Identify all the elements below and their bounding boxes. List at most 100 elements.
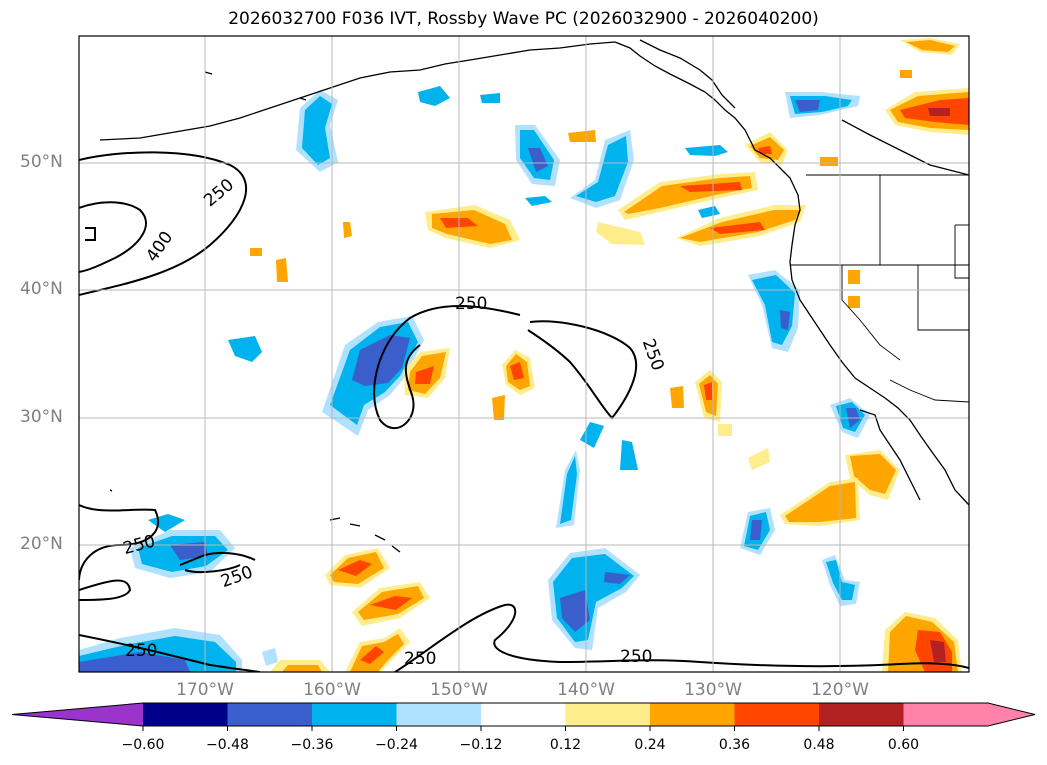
negative-anomaly bbox=[698, 206, 720, 218]
contour-label: 250 bbox=[638, 336, 668, 373]
positive-anomaly bbox=[670, 386, 684, 408]
negative-anomaly bbox=[480, 93, 500, 103]
contour-label: 250 bbox=[125, 641, 157, 661]
lon-label-120w: 120°W bbox=[811, 680, 869, 700]
colorbar-tick-label: −0.48 bbox=[206, 737, 249, 753]
lon-label-160w: 160°W bbox=[303, 680, 361, 700]
positive-anomaly bbox=[250, 248, 262, 256]
ivt-anomaly-shading bbox=[79, 38, 969, 672]
negative-anomaly bbox=[580, 422, 604, 448]
negative-anomaly bbox=[780, 310, 790, 330]
gridlines bbox=[79, 36, 969, 672]
positive-anomaly bbox=[282, 665, 322, 672]
colorbar-segment bbox=[819, 703, 904, 726]
positive-anomaly bbox=[930, 640, 946, 662]
colorbar-tick-label: −0.60 bbox=[121, 737, 165, 753]
positive-anomaly bbox=[510, 362, 524, 380]
positive-anomaly bbox=[596, 222, 645, 245]
positive-anomaly bbox=[906, 40, 955, 52]
negative-anomaly bbox=[352, 335, 410, 386]
positive-anomaly bbox=[758, 146, 772, 154]
positive-anomaly bbox=[850, 454, 896, 494]
colorbar-segment bbox=[565, 703, 651, 726]
colorbar-segment bbox=[734, 703, 820, 726]
lat-label-40n: 40°N bbox=[20, 279, 63, 299]
contour-label: 250 bbox=[455, 294, 487, 314]
negative-anomaly bbox=[604, 572, 630, 584]
map-frame bbox=[78, 35, 970, 673]
contour-label: 400 bbox=[142, 228, 177, 266]
negative-anomaly bbox=[795, 100, 820, 112]
contour-label: 250 bbox=[200, 175, 238, 211]
negative-anomaly bbox=[262, 648, 278, 666]
negative-anomaly bbox=[170, 542, 208, 560]
lon-label-130w: 130°W bbox=[684, 680, 742, 700]
state-borders bbox=[790, 174, 969, 403]
lon-label-170w: 170°W bbox=[176, 680, 234, 700]
colorbar-tick-label: 0.36 bbox=[718, 737, 751, 753]
negative-anomaly bbox=[525, 196, 552, 206]
positive-anomaly bbox=[848, 270, 860, 284]
positive-anomaly bbox=[492, 395, 505, 420]
colorbar-tick-label: 0.48 bbox=[803, 737, 835, 753]
map-plot-area: 250 400 250 250 250 250 250 250 250 bbox=[79, 36, 969, 672]
positive-anomaly bbox=[710, 222, 765, 234]
colorbar-tick-label: 0.60 bbox=[887, 737, 920, 753]
positive-anomaly bbox=[928, 108, 950, 116]
colorbar-segment bbox=[650, 703, 735, 726]
colorbar-segment bbox=[143, 703, 228, 726]
colorbar bbox=[11, 702, 1036, 731]
colorbar-tick-label: −0.24 bbox=[375, 737, 418, 753]
positive-anomaly bbox=[370, 596, 412, 610]
negative-anomaly bbox=[528, 148, 548, 172]
negative-anomaly bbox=[620, 440, 638, 470]
negative-anomaly bbox=[685, 145, 728, 156]
negative-anomaly bbox=[560, 590, 590, 632]
positive-anomaly bbox=[820, 157, 838, 166]
positive-anomaly bbox=[568, 130, 596, 142]
negative-anomaly bbox=[750, 520, 762, 540]
contour-label: 250 bbox=[620, 647, 652, 667]
ivt-contours bbox=[79, 151, 969, 672]
lon-label-150w: 150°W bbox=[430, 680, 488, 700]
positive-anomaly bbox=[748, 448, 770, 470]
negative-anomaly bbox=[560, 456, 577, 524]
lat-label-30n: 30°N bbox=[20, 407, 63, 427]
positive-anomaly bbox=[680, 182, 742, 192]
lon-label-140w: 140°W bbox=[557, 680, 615, 700]
colorbar-segment bbox=[481, 703, 566, 726]
lat-label-20n: 20°N bbox=[20, 534, 63, 554]
contour-label: 250 bbox=[404, 649, 436, 669]
positive-anomaly bbox=[704, 382, 712, 400]
colorbar-tick-label: 0.12 bbox=[549, 737, 582, 753]
colorbar-segment bbox=[396, 703, 482, 726]
colorbar-tick-label: −0.12 bbox=[459, 737, 503, 753]
negative-anomaly bbox=[302, 96, 332, 165]
negative-anomaly bbox=[576, 136, 628, 202]
positive-anomaly bbox=[432, 210, 512, 244]
positive-anomaly bbox=[900, 70, 912, 78]
colorbar-tick-label: 0.24 bbox=[634, 737, 666, 753]
colorbar-tick-label: −0.36 bbox=[290, 737, 334, 753]
colorbar-extend-high bbox=[988, 703, 1035, 726]
positive-anomaly bbox=[718, 424, 732, 436]
negative-anomaly bbox=[418, 86, 450, 106]
positive-anomaly bbox=[848, 296, 860, 308]
positive-anomaly bbox=[415, 366, 434, 384]
positive-anomaly bbox=[338, 560, 372, 576]
colorbar-extend-low bbox=[12, 703, 143, 726]
map-title: 2026032700 F036 IVT, Rossby Wave PC (202… bbox=[228, 9, 819, 29]
coastlines bbox=[99, 39, 969, 553]
lat-label-50n: 50°N bbox=[20, 152, 63, 172]
positive-anomaly bbox=[276, 258, 288, 282]
negative-anomaly bbox=[148, 514, 185, 532]
negative-anomaly bbox=[79, 652, 190, 672]
contour-label: 250 bbox=[218, 562, 255, 592]
colorbar-segment bbox=[312, 703, 397, 726]
colorbar-segment bbox=[227, 703, 313, 726]
colorbar-segment bbox=[903, 703, 989, 726]
negative-anomaly bbox=[228, 336, 262, 362]
positive-anomaly bbox=[360, 646, 384, 664]
positive-anomaly bbox=[785, 482, 856, 522]
